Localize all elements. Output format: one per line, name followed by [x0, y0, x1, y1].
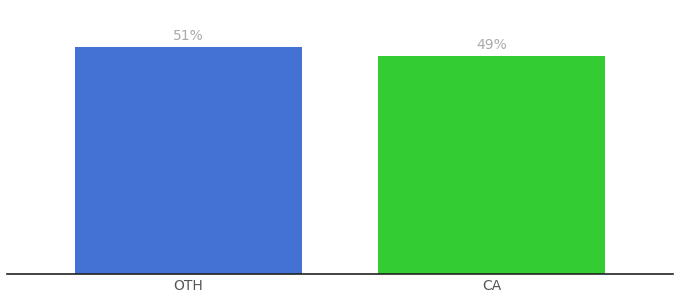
Bar — [75, 47, 302, 274]
Bar — [378, 56, 605, 274]
Text: 49%: 49% — [476, 38, 507, 52]
Text: 51%: 51% — [173, 29, 204, 44]
